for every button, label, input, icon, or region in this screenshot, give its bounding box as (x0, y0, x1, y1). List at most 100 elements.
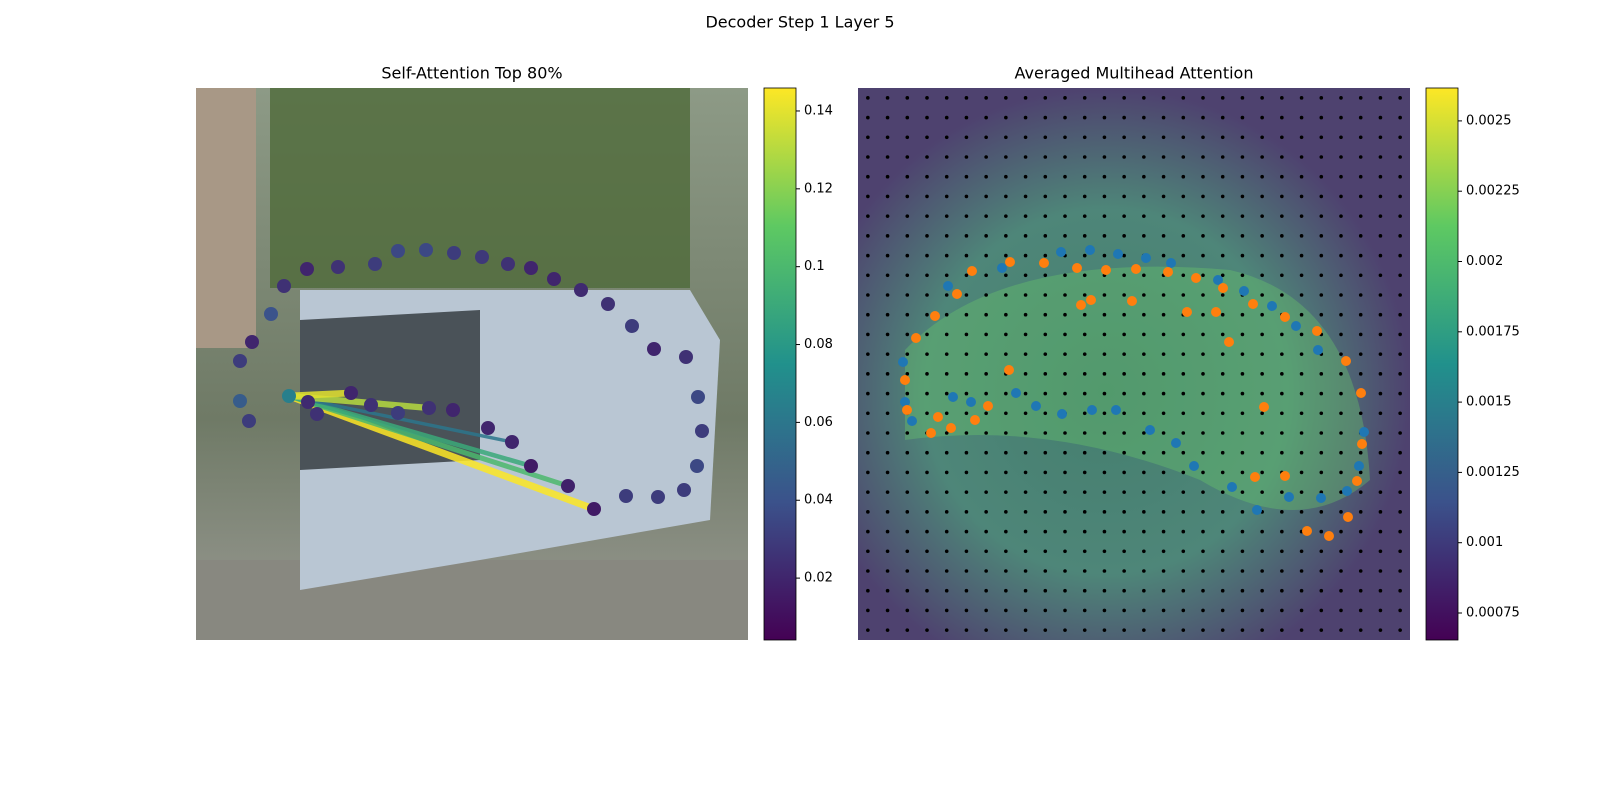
grid-dot (964, 549, 969, 554)
grid-dot (1161, 529, 1166, 534)
grid-dot (1142, 470, 1146, 475)
grid-dot (1319, 510, 1324, 514)
grid-dot (1319, 174, 1324, 179)
point (601, 297, 615, 311)
point (1352, 476, 1362, 486)
grid-dot (964, 372, 969, 376)
grid-dot (1280, 529, 1284, 534)
grid-dot (1299, 253, 1304, 258)
grid-dot (1201, 470, 1205, 475)
grid-dot (1378, 431, 1383, 435)
grid-dot (905, 450, 910, 455)
point (677, 483, 691, 497)
grid-dot (1122, 569, 1126, 573)
grid-dot (1398, 135, 1402, 140)
grid-dot (1240, 253, 1245, 258)
grid-dot (1240, 529, 1245, 534)
grid-dot (1142, 174, 1146, 179)
colorbar (1425, 87, 1459, 641)
grid-dot (905, 312, 910, 317)
grid-dot (1023, 332, 1028, 337)
grid-dot (1201, 372, 1205, 376)
grid-dot (925, 174, 929, 179)
grid-dot (1319, 372, 1324, 376)
grid-dot (866, 588, 870, 593)
grid-dot (1201, 332, 1205, 337)
grid-dot (1004, 273, 1008, 278)
grid-dot (1043, 194, 1048, 199)
grid-dot (1260, 253, 1264, 258)
grid-dot (944, 411, 949, 416)
grid-dot (1339, 391, 1343, 396)
grid-dot (944, 569, 949, 573)
colorbar-tick-label: 0.00225 (1466, 184, 1520, 199)
grid-dot (984, 214, 988, 218)
grid-dot (1023, 194, 1028, 199)
grid-dot (1240, 608, 1245, 613)
grid-dot (1339, 372, 1343, 376)
grid-dot (1082, 234, 1087, 238)
grid-dot (1082, 214, 1087, 218)
grid-dot (905, 96, 910, 100)
grid-dot (1339, 411, 1343, 416)
grid-dot (1142, 234, 1146, 238)
point (902, 405, 912, 415)
grid-dot (1122, 312, 1126, 317)
grid-dot (1240, 549, 1245, 554)
grid-dot (1023, 588, 1028, 593)
grid-dot (1063, 391, 1067, 396)
grid-dot (1181, 234, 1186, 238)
grid-dot (1299, 332, 1304, 337)
grid-dot (866, 273, 870, 278)
grid-dot (1398, 96, 1402, 100)
grid-dot (1398, 352, 1402, 356)
point (310, 407, 324, 421)
grid-dot (1181, 174, 1186, 179)
grid-dot (885, 490, 890, 494)
grid-dot (1122, 372, 1126, 376)
point (1171, 438, 1181, 448)
grid-dot (984, 608, 988, 613)
grid-dot (1004, 253, 1008, 258)
grid-dot (1043, 529, 1048, 534)
grid-dot (1102, 510, 1107, 514)
grid-dot (1201, 529, 1205, 534)
grid-dot (1023, 608, 1028, 613)
point (1267, 301, 1277, 311)
point (967, 266, 977, 276)
grid-dot (1043, 115, 1048, 120)
point (1250, 472, 1260, 482)
grid-dot (1201, 96, 1205, 100)
grid-dot (905, 608, 910, 613)
grid-dot (1220, 273, 1225, 278)
grid-dot (925, 234, 929, 238)
grid-dot (1398, 510, 1402, 514)
grid-dot (1339, 569, 1343, 573)
grid-dot (1220, 628, 1225, 632)
grid-dot (1280, 135, 1284, 140)
grid-dot (1299, 569, 1304, 573)
grid-dot (1142, 115, 1146, 120)
grid-dot (905, 588, 910, 593)
grid-dot (1220, 96, 1225, 100)
grid-dot (885, 115, 890, 120)
grid-dot (944, 174, 949, 179)
grid-dot (1358, 273, 1363, 278)
grid-dot (1004, 293, 1008, 297)
grid-dot (1122, 490, 1126, 494)
grid-dot (1299, 510, 1304, 514)
grid-dot (984, 490, 988, 494)
grid-dot (1398, 293, 1402, 297)
grid-dot (1161, 234, 1166, 238)
grid-dot (1358, 549, 1363, 554)
grid-dot (1319, 214, 1324, 218)
point (1011, 388, 1021, 398)
grid-dot (1023, 391, 1028, 396)
grid-dot (964, 253, 969, 258)
point (690, 459, 704, 473)
point (1248, 299, 1258, 309)
grid-dot (1378, 234, 1383, 238)
grid-dot (1181, 588, 1186, 593)
grid-dot (964, 96, 969, 100)
grid-dot (1043, 431, 1048, 435)
